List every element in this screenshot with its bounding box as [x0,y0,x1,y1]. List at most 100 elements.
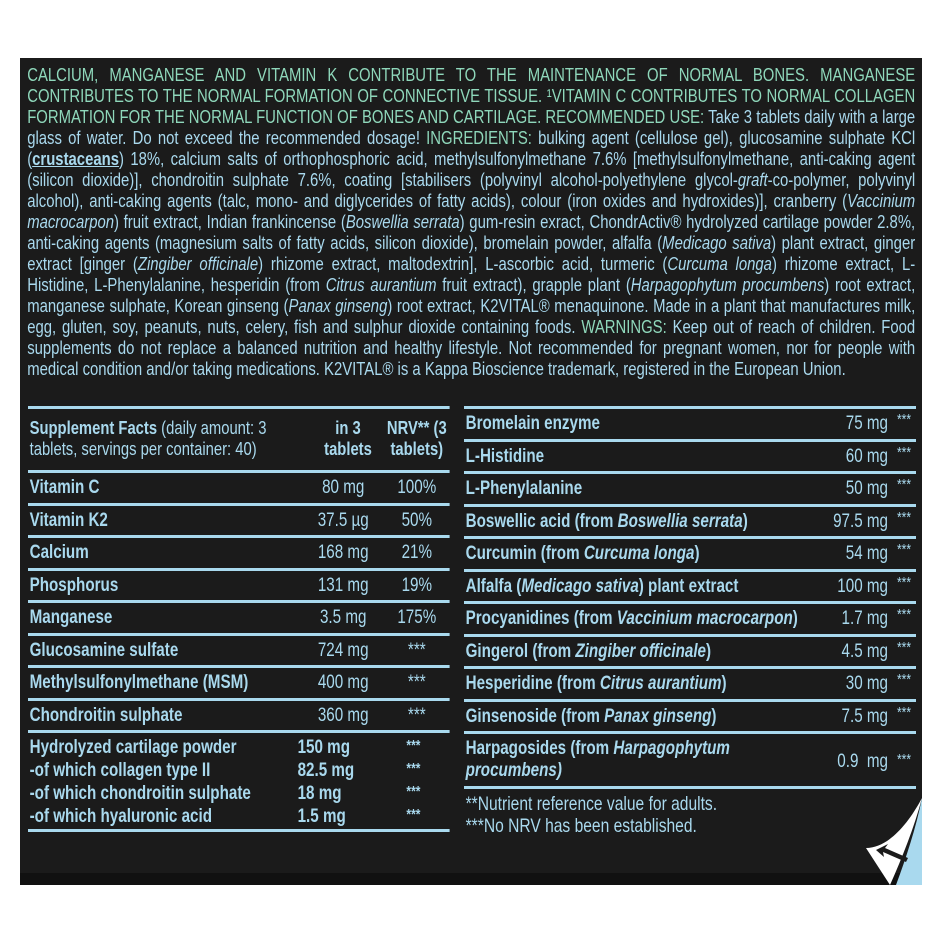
footnote: **Nutrient reference value for adults. [465,793,718,815]
nrv-value: *** [896,573,911,591]
nrv-value: 100% [397,477,437,498]
name-part: ) [706,640,712,662]
body-text: ) 18%, calcium salts of orthophosphoric … [27,148,916,190]
nutrient-name: Alfalfa (Medicago sativa) plant extract [466,576,739,598]
name-part: ) [721,673,727,694]
heading-text: INGREDIENTS: [426,127,532,148]
body-text: fruit extract), grapple plant ( [436,274,631,295]
nrv-value: *** [407,672,426,693]
table-row: Ginsenoside (from Panax ginseng) 7.5 mg **… [464,698,916,732]
nrv-value: *** [896,638,911,656]
name-part: Alfalfa ( [465,575,522,597]
nutrient-name: Boswellic acid (from Boswellia serrata) [466,511,748,533]
amount-value: 54 mg [845,543,888,564]
amount-value: 4.5 mg [841,640,888,662]
nutrient-name: Manganese [30,607,113,629]
nrv-value: *** [896,411,911,428]
latin-name-text: Panax ginseng [288,295,388,316]
amount-value: 80 mg [322,477,365,498]
nutrient-name: L-Phenylalanine [466,478,583,500]
table-row: Hesperidine (from Citrus aurantium) 30 mg… [464,666,916,699]
table-row: Gingerol (from Zingiber officinale) 4.5 m… [464,633,916,667]
group-amount: 150 mg [297,737,350,758]
table-row: Calcium 168 mg 21% [28,535,450,568]
nutrient-name: Methylsulfonylmethane (MSM) [30,672,249,694]
latin-name: procumbens) [465,760,562,781]
group-line: -of which chondroitin sulphate 18 mg *** [30,783,446,805]
table-header: Supplement Facts (daily amount: 3 tablet… [28,406,450,470]
facts-title: Supplement Facts [29,417,158,438]
heading-text: WARNINGS: [581,316,667,337]
nrv-value: *** [896,671,911,688]
nutrient-name: Procyanidines (from Vaccinium macrocarpo… [466,608,798,630]
name-part: L-Histidine [465,445,545,467]
group-line: -of which hyaluronic acid 1.5 mg *** [30,806,446,828]
nutrient-name: Phosphorus [30,575,119,597]
group-line: -of which collagen type II 82.5 mg *** [30,760,446,782]
nutrient-name: Hesperidine (from Citrus aurantium) [466,673,727,695]
amount-value: 50 mg [845,478,888,499]
nutrient-name: Vitamin C [30,477,100,499]
body-text: ) root extract, manganese sulphate, Kore… [27,274,916,316]
latin-name-text: Medicago sativa [662,232,772,253]
supplement-facts-table-right: Bromelain enzyme 75 mg *** L-Histidine 60 mg… [464,406,916,849]
group-name: -of which chondroitin sulphate [29,783,251,804]
name-part: ) [792,608,798,629]
amount-value: 168 mg [317,542,369,563]
table-row: Bromelain enzyme 75 mg *** [464,406,916,439]
column-amount-header: in 3 tablets [324,417,372,459]
claims-ingredients-paragraph: CALCIUM, MANGANESE AND VITAMIN K CONTRIB… [27,64,915,379]
nutrient-name: Chondroitin sulphate [30,705,183,727]
latin-name-text: Zingiber officinale [137,253,259,274]
name-part: L-Phenylalanine [465,478,583,499]
name-part: ) [711,705,717,727]
page-curl-icon [866,798,922,885]
latin-name: Zingiber officinale [575,640,707,662]
name-part: Gingerol (from [465,640,576,662]
body-text: ) rhizome extract, L-Histidine, L-Phenyl… [27,253,916,295]
nrv-value: *** [896,508,911,526]
latin-name-text: graft [737,169,768,190]
table-row: Phosphorus 131 mg 19% [28,567,450,601]
amount-value: 131 mg [317,574,369,596]
latin-name-text: Curcuma longa [667,253,772,274]
amount-value: 3.5 mg [319,607,367,628]
amount-value: 75 mg [845,413,888,434]
latin-name-text: Vaccinium macrocarpon [27,190,916,232]
name-part: Boswellic acid (from [465,510,618,532]
latin-name: Citrus aurantium [599,673,722,694]
nrv-value: *** [896,541,911,558]
nutrient-name: Vitamin K2 [30,510,108,532]
table-row: Chondroitin sulphate 360 mg *** [28,697,450,731]
name-part: Phosphorus [29,574,119,596]
table-row: Vitamin C 80 mg 100% [28,470,450,503]
body-text: ) rhizome extract, maltodextrin], L-asco… [258,253,668,274]
table-row: Alfalfa (Medicago sativa) plant extract 1… [464,568,916,602]
nrv-value: *** [407,639,426,661]
name-part: ) [742,510,748,532]
group-amount: 1.5 mg [297,806,346,827]
group-name: -of which hyaluronic acid [29,806,213,827]
body-text: ) gum-resin exract, ChondrActiv® hydroly… [27,211,916,253]
nutrient-name: Glucosamine sulfate [30,640,179,662]
heading-text: CALCIUM, MANGANESE AND VITAMIN K CONTRIB… [27,64,916,127]
table-row: Curcumin (from Curcuma longa) 54 mg *** [464,536,916,569]
footnote: ***No NRV has been established. [465,815,697,837]
name-part: Bromelain enzyme [465,413,600,434]
table-row: Boswellic acid (from Boswellia serrata) 9… [464,503,916,537]
table-row: Procyanidines (from Vaccinium macrocarpo… [464,601,916,634]
latin-name-text: Boswellia serrata [345,211,460,232]
table-row-harpagosides: Harpagosides (from Harpagophytum procumbe… [464,731,916,789]
supplement-label: CALCIUM, MANGANESE AND VITAMIN K CONTRIB… [20,58,922,885]
table-row: L-Phenylalanine 50 mg *** [464,471,916,504]
name-part: Curcumin (from [465,543,584,564]
name-part: Vitamin K2 [29,509,108,531]
nutrient-name: Bromelain enzyme [466,413,600,435]
group-amount: 82.5 mg [297,760,355,781]
latin-name-text: Citrus aurantium [325,274,437,295]
group-name: -of which collagen type II [29,760,211,781]
amount-value: 7.5 mg [841,705,888,727]
amount-value: 0.9 mg [837,751,888,772]
body-text: bulking agent (cellulose gel), glucosami… [27,127,916,169]
nrv-value: 50% [401,509,433,531]
